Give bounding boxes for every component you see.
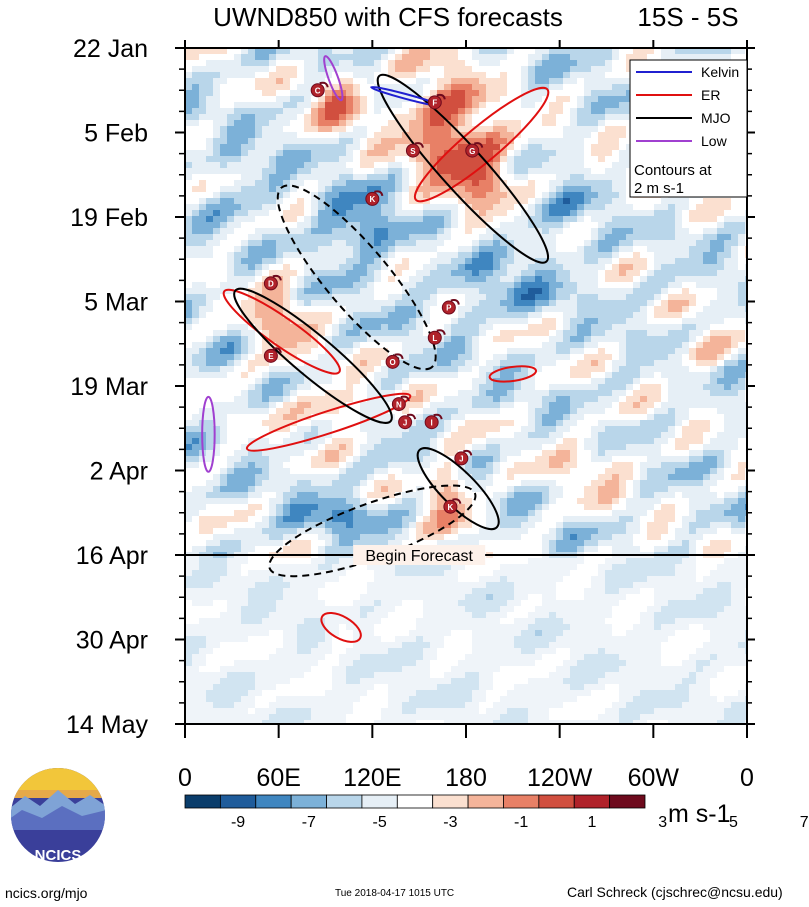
colorbar-tick-7: 5 bbox=[729, 814, 738, 831]
y-tick-label-1: 5 Feb bbox=[84, 120, 148, 148]
forecast-label: Begin Forecast bbox=[365, 548, 473, 565]
storm-marker-l-7: L bbox=[427, 329, 446, 345]
region-label: 15S - 5S bbox=[637, 2, 738, 32]
colorbar-tick-3: -3 bbox=[443, 814, 457, 831]
chart-title: UWND850 with CFS forecasts bbox=[213, 2, 563, 32]
colorbar-swatch-11 bbox=[573, 794, 611, 809]
legend-label-kelvin: Kelvin bbox=[701, 64, 739, 80]
colorbar-swatch-2 bbox=[255, 794, 292, 809]
colorbar-swatch-5 bbox=[361, 794, 398, 809]
colorbar-tick-1: -7 bbox=[302, 814, 316, 831]
ncics-logo: NCICS bbox=[11, 768, 105, 864]
colorbar-tick-8: 7 bbox=[800, 814, 809, 831]
storm-marker-j-13: J bbox=[454, 449, 473, 466]
legend-label-mjo: MJO bbox=[701, 110, 731, 126]
colorbar-tick-4: -1 bbox=[514, 814, 528, 831]
y-tick-label-4: 19 Mar bbox=[70, 373, 148, 401]
storm-marker-o-9: O bbox=[385, 353, 404, 369]
contour-low-11 bbox=[201, 395, 216, 473]
x-tick-label-5: 60W bbox=[628, 764, 680, 792]
colorbar-swatch-8 bbox=[467, 794, 504, 809]
storm-marker-j-11: J bbox=[398, 413, 417, 430]
wind-anomaly-field bbox=[185, 48, 747, 724]
storm-marker-d-5: D bbox=[263, 274, 282, 291]
contour-er-0 bbox=[413, 86, 550, 203]
storm-marker-s-2: S bbox=[405, 142, 424, 158]
contour-mjo-9 bbox=[268, 484, 477, 578]
y-tick-label-7: 30 Apr bbox=[76, 627, 148, 655]
colorbar-unit: m s-1 bbox=[668, 800, 731, 828]
colorbar-swatch-9 bbox=[503, 794, 540, 809]
x-tick-label-6: 0 bbox=[740, 764, 754, 792]
colorbar-swatch-10 bbox=[538, 794, 575, 809]
colorbar-swatch-1 bbox=[219, 794, 257, 809]
storm-marker-k-4: K bbox=[365, 190, 384, 206]
storm-marker-c-0: C bbox=[310, 81, 329, 98]
contour-er-2 bbox=[245, 392, 412, 452]
x-tick-label-4: 120W bbox=[527, 764, 593, 792]
footer-url[interactable]: ncics.org/mjo bbox=[5, 885, 88, 901]
colorbar-swatch-12 bbox=[609, 794, 646, 809]
contour-er-4 bbox=[320, 611, 362, 643]
colorbar: -9-7-5-3-113579 bbox=[184, 794, 809, 831]
x-tick-label-3: 180 bbox=[445, 764, 487, 792]
x-tick-label-0: 0 bbox=[178, 764, 192, 792]
storm-marker-g-3: G bbox=[465, 142, 484, 158]
footer-timestamp: Tue 2018-04-17 1015 UTC bbox=[335, 888, 455, 899]
forecast-shade bbox=[185, 555, 747, 724]
contour-mjo-8 bbox=[276, 184, 437, 371]
colorbar-swatch-0 bbox=[184, 794, 221, 809]
contour-low-12 bbox=[323, 55, 344, 102]
y-tick-label-8: 14 May bbox=[66, 711, 148, 739]
legend-label-low: Low bbox=[701, 133, 728, 149]
footer-author: Carl Schreck (cjschrec@ncsu.edu) bbox=[567, 884, 783, 900]
legend: Kelvin ER MJO Low Contours at 2 m s-1 bbox=[629, 59, 748, 198]
colorbar-swatch-3 bbox=[290, 794, 327, 809]
legend-note-line2: 2 m s-1 bbox=[634, 180, 684, 197]
forecast-region-shade bbox=[185, 555, 747, 724]
storm-marker-p-6: P bbox=[441, 299, 460, 315]
colorbar-swatch-7 bbox=[432, 794, 469, 809]
legend-box bbox=[629, 59, 748, 198]
y-tick-label-5: 2 Apr bbox=[90, 458, 148, 486]
x-tick-label-1: 60E bbox=[256, 764, 300, 792]
legend-note-line1: Contours at bbox=[634, 162, 712, 179]
x-tick-label-2: 120E bbox=[343, 764, 401, 792]
forecast-label-bg bbox=[353, 545, 486, 565]
colorbar-swatch-6 bbox=[396, 794, 434, 809]
contour-er-3 bbox=[488, 365, 538, 383]
storm-marker-k-14: K bbox=[443, 498, 462, 514]
logo-text: NCICS bbox=[35, 847, 82, 864]
contour-mjo-5 bbox=[376, 73, 550, 264]
y-tick-label-6: 16 Apr bbox=[76, 542, 148, 570]
storm-marker-e-8: E bbox=[263, 347, 282, 363]
contour-mjo-6 bbox=[233, 287, 393, 424]
storm-marker-f-1: F bbox=[427, 93, 446, 110]
storm-marker-i-12: I bbox=[424, 413, 443, 430]
colorbar-tick-5: 1 bbox=[587, 814, 596, 831]
axes: 22 Jan 5 Feb 19 Feb 5 Mar 19 Mar 2 Apr 16 Apr 3… bbox=[66, 35, 755, 792]
y-tick-label-0: 22 Jan bbox=[73, 35, 148, 63]
storm-marker-n-10: N bbox=[391, 395, 410, 412]
legend-label-er: ER bbox=[701, 87, 720, 103]
colorbar-tick-2: -5 bbox=[372, 814, 386, 831]
colorbar-tick-6: 3 bbox=[658, 814, 667, 831]
contour-er-1 bbox=[222, 288, 341, 375]
colorbar-swatch-4 bbox=[326, 794, 363, 809]
y-tick-label-2: 19 Feb bbox=[70, 204, 148, 232]
y-tick-label-3: 5 Mar bbox=[84, 289, 148, 317]
contour-mjo-7 bbox=[416, 447, 500, 531]
colorbar-tick-0: -9 bbox=[231, 814, 245, 831]
